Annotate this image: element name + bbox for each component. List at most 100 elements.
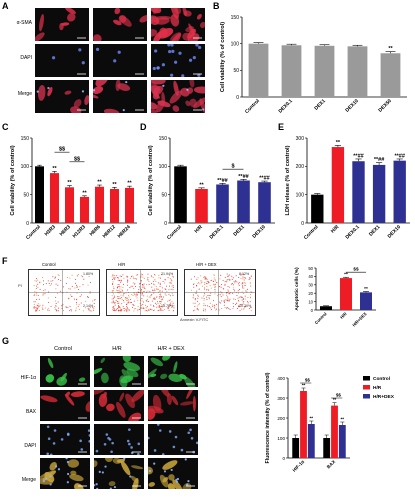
legend-label: Control: [373, 376, 390, 382]
bar: [338, 425, 346, 458]
flow-quadrant-upper-right: 8.12%: [239, 272, 250, 276]
significance-label: **: [364, 286, 368, 291]
category-label: Control: [314, 311, 328, 325]
g-row-label-dapi: DAPI: [24, 443, 36, 449]
chart-b: 0 50 100 150 Cell viability (% of control) Co…: [220, 15, 407, 115]
y-tick-label: 100: [21, 164, 30, 170]
significance-label: **##: [238, 174, 248, 180]
bar: [95, 186, 104, 223]
micrograph-tile: [94, 424, 144, 455]
g-col-label-control: Control: [54, 346, 72, 352]
panel-letter-f: F: [2, 256, 8, 266]
bar: [347, 46, 368, 97]
bar: [360, 292, 372, 310]
g-col-label-hr-dex: H/R + DEX: [157, 346, 185, 352]
category-label: H6R24: [117, 224, 132, 239]
flow-quadrant-upper-right: 21.94%: [161, 272, 174, 276]
a-row-label-dapi: DAPI: [20, 55, 32, 61]
category-label: DEX10: [387, 224, 403, 240]
legend-label: H/R+DEX: [373, 394, 395, 400]
category-label: DEX10: [344, 98, 360, 114]
g-row-label-hif: HIF-1α: [20, 375, 36, 381]
chart-e: 0 100 200 300 LDH release (% of control) Cont…: [285, 136, 410, 241]
y-axis-label: Apoptotic cells (%): [294, 267, 300, 311]
bar: [35, 166, 44, 223]
g-row-label-bax: BAX: [25, 409, 36, 415]
category-label: H6R12: [102, 224, 117, 239]
significance-label: **##: [374, 157, 384, 163]
bracket-label: $$: [336, 393, 342, 398]
bar: [323, 438, 331, 458]
y-tick-label: 0: [164, 221, 167, 227]
y-tick-label: 100: [296, 192, 305, 198]
legend-label: H/R: [373, 385, 382, 391]
micrograph-tile: [35, 44, 89, 77]
category-label: BAX: [326, 459, 337, 470]
chart-d: 0 50 100 150 Cell viability (% of control) Co…: [148, 136, 275, 241]
bar: [331, 147, 345, 223]
panel-letter-d: D: [140, 122, 147, 132]
micrograph-tile: [151, 80, 205, 113]
bar: [314, 45, 335, 97]
bar: [65, 187, 74, 223]
bar: [237, 180, 250, 223]
significance-label: **: [112, 182, 117, 188]
bar: [258, 182, 271, 223]
category-label: DEX1: [313, 98, 327, 112]
chart-g: 0 100 200 300 400 Fluorescence intensity (% o…: [265, 372, 395, 473]
flow-title-control: Control: [42, 262, 56, 267]
y-tick-label: 150: [231, 15, 240, 21]
flow-plot: [28, 269, 100, 316]
bar: [331, 405, 338, 458]
bar: [380, 53, 401, 97]
bracket-label: $$: [59, 147, 65, 153]
y-tick-label: 400: [277, 376, 285, 381]
category-label: DEX1: [368, 224, 382, 238]
panel-letter-e: E: [278, 122, 285, 132]
significance-label: **: [97, 180, 102, 186]
micrograph-tile: [148, 458, 198, 489]
category-label: Control: [303, 224, 320, 241]
bar: [372, 164, 386, 223]
micrograph-tile: [94, 458, 144, 489]
legend-swatch: [363, 394, 370, 399]
y-tick-label: 30: [308, 283, 313, 288]
y-tick-label: 100: [277, 436, 285, 441]
bar: [311, 194, 324, 223]
micrograph-tile: [151, 8, 205, 41]
chart-f: 0 10 20 30 40 50 Apoptotic cells (%) Control ** H…: [294, 266, 376, 328]
y-axis-label: Cell viability (% of control): [220, 22, 226, 92]
category-label: DEX10: [251, 224, 267, 240]
category-label: DEX0.1: [208, 224, 225, 241]
micrograph-tile: [94, 390, 144, 421]
significance-label: **: [388, 46, 393, 52]
micrograph-tile: [93, 80, 147, 113]
y-tick-label: 50: [161, 192, 167, 198]
significance-label: **: [67, 180, 72, 186]
bracket-label: $: [231, 164, 234, 170]
micrograph-tile: [148, 390, 198, 421]
y-tick-label: 300: [296, 136, 305, 142]
panel-letter-b: B: [213, 1, 220, 11]
significance-label: **: [344, 272, 348, 277]
y-tick-label: 50: [233, 68, 239, 74]
a-row-label-merge: Merge: [17, 91, 32, 97]
y-tick-label: 150: [159, 136, 168, 142]
significance-label: **: [341, 417, 345, 422]
micrograph-tile: [151, 44, 205, 77]
flow-title-hr-dex: H/R + DEX: [196, 262, 217, 267]
significance-label: **: [310, 416, 314, 421]
bar: [80, 196, 89, 223]
y-tick-label: 0: [282, 456, 285, 461]
micrograph-tile: [94, 356, 144, 387]
y-tick-label: 50: [23, 192, 29, 198]
y-tick-label: 200: [277, 416, 285, 421]
micrograph-tile: [40, 390, 90, 421]
flow-title-hr: H/R: [118, 262, 126, 267]
micrograph-tile: [93, 44, 147, 77]
micrograph-tile: [93, 8, 147, 41]
significance-label: **##: [217, 178, 227, 184]
category-label: H/R+DEX: [351, 311, 368, 328]
bar: [195, 189, 208, 223]
